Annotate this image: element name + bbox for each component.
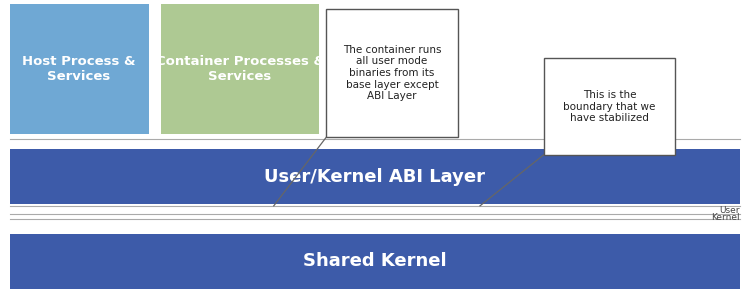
FancyBboxPatch shape [10,4,148,134]
FancyBboxPatch shape [326,9,458,137]
Text: Container Processes &
Services: Container Processes & Services [155,55,325,83]
Text: User/Kernel ABI Layer: User/Kernel ABI Layer [265,168,485,186]
Text: The container runs
all user mode
binaries from its
base layer except
ABI Layer: The container runs all user mode binarie… [343,45,441,101]
FancyBboxPatch shape [161,4,319,134]
Text: User: User [720,206,740,215]
FancyBboxPatch shape [10,149,740,204]
FancyBboxPatch shape [10,234,740,289]
Text: Host Process &
Services: Host Process & Services [22,55,136,83]
Text: Shared Kernel: Shared Kernel [303,252,447,270]
Text: Kernel: Kernel [712,213,740,222]
Text: This is the
boundary that we
have stabilized: This is the boundary that we have stabil… [563,90,656,123]
FancyBboxPatch shape [544,58,675,155]
